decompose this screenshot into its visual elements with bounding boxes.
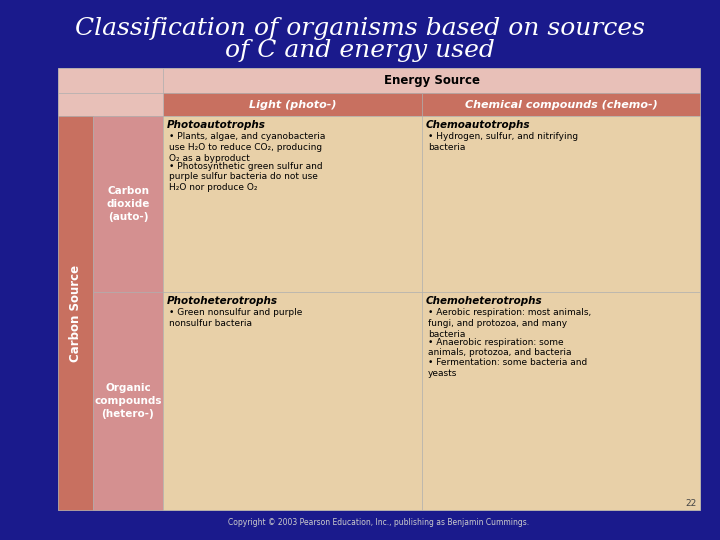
Text: • Photosynthetic green sulfur and
purple sulfur bacteria do not use
H₂O nor prod: • Photosynthetic green sulfur and purple… <box>169 161 323 192</box>
Bar <box>163 93 422 116</box>
Bar <box>163 292 422 510</box>
Text: Classification of organisms based on sources: Classification of organisms based on sou… <box>75 17 645 39</box>
Text: Chemoautotrophs: Chemoautotrophs <box>426 120 531 130</box>
Bar <box>93 292 163 510</box>
Text: • Anaerobic respiration: some
animals, protozoa, and bacteria: • Anaerobic respiration: some animals, p… <box>428 338 572 357</box>
Bar <box>58 93 163 116</box>
Text: Organic
compounds
(hetero-): Organic compounds (hetero-) <box>94 383 162 419</box>
Text: Light (photo-): Light (photo-) <box>248 99 336 110</box>
Text: • Green nonsulfur and purple
nonsulfur bacteria: • Green nonsulfur and purple nonsulfur b… <box>169 308 302 328</box>
Text: Carbon Source: Carbon Source <box>69 265 82 362</box>
Bar <box>58 68 700 510</box>
Text: Photoautotrophs: Photoautotrophs <box>167 120 266 130</box>
Text: Copyright © 2003 Pearson Education, Inc., publishing as Benjamin Cummings.: Copyright © 2003 Pearson Education, Inc.… <box>228 518 530 527</box>
Bar <box>58 116 93 510</box>
Text: Carbon
dioxide
(auto-): Carbon dioxide (auto-) <box>107 186 150 222</box>
Bar <box>163 68 700 93</box>
Bar <box>58 68 163 93</box>
Text: • Aerobic respiration: most animals,
fungi, and protozoa, and many
bacteria: • Aerobic respiration: most animals, fun… <box>428 308 591 339</box>
Text: of C and energy used: of C and energy used <box>225 38 495 62</box>
Text: • Hydrogen, sulfur, and nitrifying
bacteria: • Hydrogen, sulfur, and nitrifying bacte… <box>428 132 578 152</box>
Bar <box>163 116 422 292</box>
Text: Chemoheterotrophs: Chemoheterotrophs <box>426 296 543 306</box>
Text: Photoheterotrophs: Photoheterotrophs <box>167 296 278 306</box>
Bar <box>93 116 163 292</box>
Bar <box>422 292 700 510</box>
Text: Chemical compounds (chemo-): Chemical compounds (chemo-) <box>464 99 657 110</box>
Bar <box>422 116 700 292</box>
Text: 22: 22 <box>685 499 697 508</box>
Text: Energy Source: Energy Source <box>384 74 480 87</box>
Text: • Plants, algae, and cyanobacteria
use H₂O to reduce CO₂, producing
O₂ as a bypr: • Plants, algae, and cyanobacteria use H… <box>169 132 325 163</box>
Bar <box>422 93 700 116</box>
Text: • Fermentation: some bacteria and
yeasts: • Fermentation: some bacteria and yeasts <box>428 358 588 378</box>
